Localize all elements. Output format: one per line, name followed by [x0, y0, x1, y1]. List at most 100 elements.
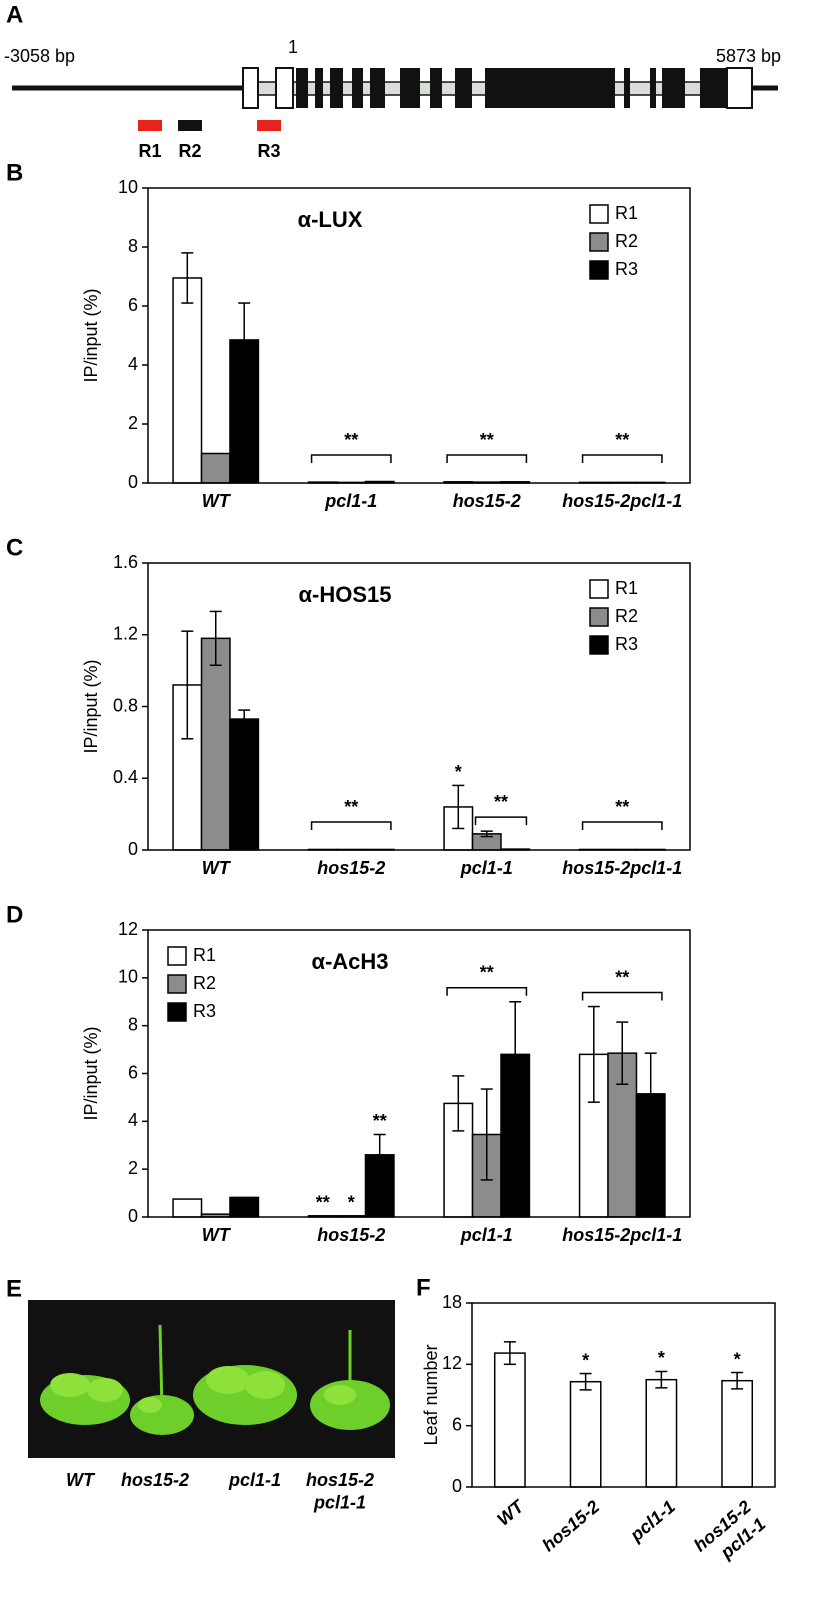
bar	[229, 718, 260, 851]
error-bar	[503, 1341, 516, 1366]
legend-swatch	[589, 579, 609, 599]
photo-label: hos15-2	[121, 1470, 189, 1490]
y-tick-label: 8	[128, 236, 138, 256]
significance-bracket	[474, 816, 528, 826]
error-bar	[209, 610, 222, 666]
significance-label: **	[373, 1111, 387, 1131]
x-tick-label: hos15-2pcl1-1	[562, 491, 682, 511]
plants	[40, 1324, 390, 1435]
y-tick-label: 18	[442, 1292, 462, 1312]
error-bar	[238, 302, 251, 378]
significance-label: *	[734, 1349, 741, 1369]
utr	[242, 67, 259, 109]
legend-swatch	[589, 204, 609, 224]
photo-label: WT	[66, 1470, 96, 1490]
error-bar	[644, 1052, 657, 1136]
y-tick-label: 0	[128, 472, 138, 492]
y-tick-label: 6	[128, 295, 138, 315]
bar	[493, 1352, 526, 1488]
x-tick-label: pcl1-1	[626, 1496, 679, 1545]
bar	[172, 277, 203, 484]
x-tick-label: WT	[202, 858, 232, 878]
bar	[200, 452, 231, 484]
bar	[172, 1198, 203, 1218]
y-tick-label: 10	[118, 967, 138, 987]
bar	[569, 1380, 602, 1488]
significance-label: *	[455, 762, 462, 782]
x-tick-label: hos15-2	[453, 491, 521, 511]
y-tick-label: 0.4	[113, 767, 138, 787]
y-tick-label: 0.8	[113, 695, 138, 715]
significance-bracket	[581, 821, 663, 830]
y-tick-label: 2	[128, 413, 138, 433]
significance-label: **	[316, 1193, 330, 1213]
bar	[645, 1378, 678, 1488]
photo-label: pcl1-1	[228, 1470, 281, 1490]
significance-bracket	[581, 991, 663, 1001]
plot-frame	[147, 562, 691, 851]
utr	[275, 67, 294, 109]
legend-label: R3	[615, 634, 638, 654]
region-marker	[138, 120, 162, 131]
significance-label: **	[494, 792, 508, 812]
x-tick-label: pcl1-1	[460, 1225, 513, 1245]
y-axis-label: IP/input (%)	[81, 1026, 101, 1120]
y-tick-label: 2	[128, 1158, 138, 1178]
legend-label: R3	[615, 259, 638, 279]
x-tick-label: hos15-2pcl1-1	[562, 1225, 682, 1245]
x-tick-label: hos15-2	[538, 1496, 603, 1555]
legend-swatch	[167, 974, 187, 994]
x-tick-label: WT	[202, 1225, 232, 1245]
y-tick-label: 1.6	[113, 552, 138, 572]
error-bar	[452, 784, 465, 830]
legend-swatch	[167, 946, 187, 966]
x-tick-label: hos15-2pcl1-1	[690, 1496, 769, 1572]
significance-bracket	[446, 987, 528, 996]
y-tick-label: 10	[118, 177, 138, 197]
y-tick-label: 0	[128, 1206, 138, 1226]
y-tick-label: 4	[128, 354, 138, 374]
error-bar	[373, 1133, 386, 1176]
x-tick-label: hos15-2	[317, 1225, 385, 1245]
significance-bracket	[581, 454, 663, 463]
exons	[296, 68, 727, 108]
photo-panel: E	[6, 1275, 395, 1458]
x-tick-label: hos15-2pcl1-1	[562, 858, 682, 878]
panel-letter: A	[6, 1, 23, 28]
significance-bracket	[446, 454, 528, 463]
error-bar	[616, 1021, 629, 1086]
significance-label: **	[344, 797, 358, 817]
panel-letter: C	[6, 534, 23, 561]
region-label: R3	[257, 141, 280, 161]
left-label: -3058 bp	[4, 46, 75, 66]
legend-swatch	[589, 635, 609, 655]
region-label: R1	[138, 141, 161, 161]
error-bar	[579, 1372, 592, 1391]
significance-label: *	[658, 1348, 665, 1368]
significance-label: **	[615, 967, 629, 987]
legend-label: R2	[615, 606, 638, 626]
error-bar	[480, 830, 493, 838]
y-tick-label: 4	[128, 1110, 138, 1130]
significance-label: *	[348, 1193, 355, 1213]
region-label: R2	[178, 141, 201, 161]
error-bar	[655, 1370, 668, 1389]
error-bar	[181, 630, 194, 740]
significance-bracket	[310, 821, 392, 830]
significance-label: **	[615, 430, 629, 450]
start-label: 1	[288, 37, 298, 57]
chart-title: α-LUX	[298, 207, 363, 232]
legend-label: R1	[193, 945, 216, 965]
y-tick-label: 12	[118, 919, 138, 939]
legend-label: R1	[615, 203, 638, 223]
chart-title: α-HOS15	[299, 582, 392, 607]
bar	[229, 1196, 260, 1218]
y-tick-label: 1.2	[113, 624, 138, 644]
y-tick-label: 0	[452, 1476, 462, 1496]
error-bar	[509, 1001, 522, 1108]
significance-bracket	[310, 454, 392, 463]
panel-letter: E	[6, 1275, 22, 1302]
error-bar	[480, 1088, 493, 1181]
region-marker	[257, 120, 281, 131]
